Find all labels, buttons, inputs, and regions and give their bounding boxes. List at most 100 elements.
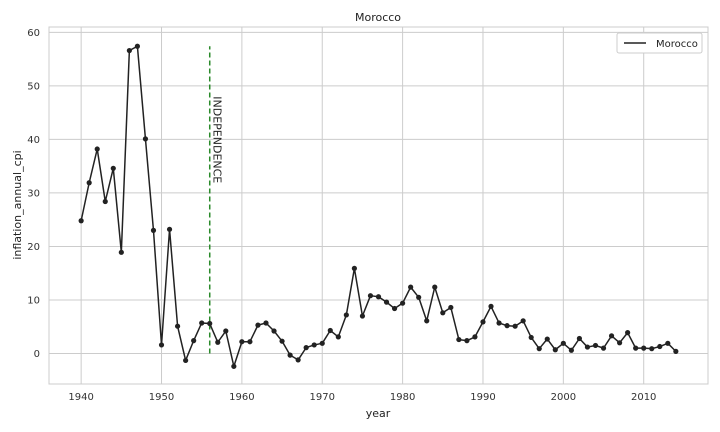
data-point xyxy=(464,338,470,344)
data-point xyxy=(440,310,446,316)
data-point xyxy=(94,146,100,152)
data-point xyxy=(110,165,116,171)
x-axis-label: year xyxy=(366,407,391,420)
y-tick-labels: 0 10 20 30 40 50 60 xyxy=(27,28,40,360)
data-point xyxy=(367,293,374,299)
independence-annotation: INDEPENDENCE xyxy=(211,96,224,183)
data-point xyxy=(102,198,108,205)
data-point xyxy=(617,340,623,346)
legend-label: Morocco xyxy=(656,39,698,50)
data-point xyxy=(118,249,124,255)
x-tick-label: 1960 xyxy=(229,392,254,403)
data-point xyxy=(576,335,583,342)
data-point xyxy=(432,284,438,290)
data-point xyxy=(383,299,390,305)
data-point xyxy=(408,284,414,290)
data-point xyxy=(608,333,615,339)
legend: Morocco xyxy=(616,32,703,54)
data-point xyxy=(142,136,149,142)
data-point xyxy=(600,345,607,351)
data-point xyxy=(649,346,655,352)
y-tick-label: 10 xyxy=(27,295,40,306)
data-point xyxy=(263,320,269,326)
data-point xyxy=(174,323,181,329)
data-point xyxy=(625,330,631,336)
data-point xyxy=(528,334,534,341)
data-point xyxy=(231,363,237,369)
data-point xyxy=(158,342,165,348)
data-point xyxy=(400,300,406,306)
data-point xyxy=(536,346,542,352)
y-tick-label: 0 xyxy=(34,349,40,360)
data-point xyxy=(78,218,84,224)
x-tick-label: 2010 xyxy=(631,392,656,403)
legend-box xyxy=(616,32,703,54)
data-point xyxy=(343,312,349,318)
data-point xyxy=(544,336,550,342)
data-point xyxy=(247,339,253,345)
data-point xyxy=(271,328,277,334)
data-point xyxy=(520,318,526,324)
y-tick-label: 40 xyxy=(27,135,40,146)
data-point xyxy=(568,347,574,353)
y-tick-label: 50 xyxy=(27,81,40,92)
grid xyxy=(49,27,708,384)
series-group xyxy=(78,43,679,369)
data-point xyxy=(584,344,591,350)
data-point xyxy=(134,43,140,49)
data-point xyxy=(641,345,647,351)
data-point xyxy=(472,334,478,340)
annotations: INDEPENDENCE xyxy=(208,46,224,354)
data-point xyxy=(552,347,558,353)
data-point xyxy=(207,320,213,327)
x-tick-label: 1980 xyxy=(390,392,415,403)
chart-title: Morocco xyxy=(355,11,401,24)
data-point xyxy=(311,342,317,348)
x-tick-label: 2000 xyxy=(551,392,576,403)
data-point xyxy=(424,318,430,324)
data-point xyxy=(223,328,229,334)
plot-area-frame xyxy=(48,26,709,385)
data-point xyxy=(504,323,510,329)
data-point xyxy=(183,357,189,364)
data-point xyxy=(319,340,325,346)
x-tick-label: 1940 xyxy=(68,392,93,403)
data-point xyxy=(215,339,221,345)
data-point xyxy=(657,343,663,350)
data-point xyxy=(166,226,173,232)
data-point xyxy=(359,313,366,319)
data-point xyxy=(375,294,382,300)
data-point xyxy=(295,357,301,363)
x-tick-label: 1970 xyxy=(310,392,335,403)
data-point xyxy=(239,339,245,345)
data-point xyxy=(633,345,639,351)
x-tick-label: 1990 xyxy=(470,392,495,403)
data-point xyxy=(86,180,92,186)
data-point xyxy=(351,265,357,271)
x-tick-label: 1950 xyxy=(149,392,174,403)
data-point xyxy=(391,305,398,312)
data-point xyxy=(456,336,462,343)
data-point xyxy=(191,338,197,344)
data-point xyxy=(496,320,502,326)
x-tick-labels: 1940 1950 1960 1970 1980 1990 2000 2010 xyxy=(68,392,656,403)
y-axis-label: inflation_annual_cpi xyxy=(11,150,24,259)
data-point xyxy=(592,342,599,349)
y-tick-label: 60 xyxy=(27,28,40,39)
y-tick-label: 30 xyxy=(27,188,40,199)
data-point xyxy=(480,319,486,325)
data-point xyxy=(199,320,205,326)
data-point xyxy=(279,338,285,344)
data-point xyxy=(665,340,671,346)
data-point xyxy=(488,303,494,309)
data-point xyxy=(126,47,132,54)
data-point xyxy=(448,304,454,311)
data-point xyxy=(416,294,422,300)
data-point xyxy=(150,227,157,233)
data-point xyxy=(327,327,333,334)
data-point xyxy=(335,334,341,340)
data-point xyxy=(255,322,261,328)
data-point xyxy=(303,345,309,351)
